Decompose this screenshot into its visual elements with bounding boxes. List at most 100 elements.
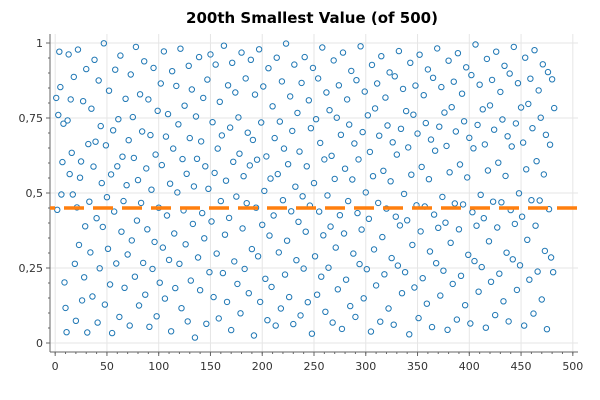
data-point xyxy=(246,162,254,169)
data-point xyxy=(422,119,430,127)
data-point xyxy=(525,100,532,108)
data-point xyxy=(490,126,498,133)
data-point xyxy=(450,78,457,85)
data-point xyxy=(94,319,101,326)
data-point xyxy=(373,80,381,87)
data-point xyxy=(544,68,552,76)
data-point xyxy=(479,106,486,113)
data-point xyxy=(118,228,125,235)
data-point xyxy=(144,226,151,233)
data-point xyxy=(390,321,397,328)
data-point xyxy=(217,197,225,205)
data-point xyxy=(537,114,544,121)
data-point xyxy=(115,116,122,123)
data-point xyxy=(200,94,207,102)
data-point xyxy=(75,241,83,249)
data-point xyxy=(146,323,153,330)
data-point xyxy=(322,308,329,315)
data-point xyxy=(514,80,522,87)
data-point xyxy=(401,269,409,276)
data-point xyxy=(520,322,528,329)
data-point xyxy=(202,163,209,170)
data-point xyxy=(366,148,374,156)
data-point xyxy=(79,98,87,105)
data-point xyxy=(506,70,513,77)
data-point xyxy=(511,220,519,228)
data-point xyxy=(346,121,353,128)
data-point xyxy=(105,87,113,94)
data-point xyxy=(219,269,227,277)
data-point xyxy=(407,59,414,66)
data-point xyxy=(74,46,82,53)
data-point xyxy=(271,134,278,142)
data-point xyxy=(201,235,208,242)
data-point xyxy=(349,176,356,183)
data-point xyxy=(530,310,537,317)
data-point xyxy=(415,314,422,322)
data-point xyxy=(439,193,446,201)
data-point xyxy=(104,245,112,253)
data-point xyxy=(426,248,434,255)
data-point xyxy=(485,238,493,245)
data-point xyxy=(376,132,383,139)
data-point xyxy=(486,102,494,109)
data-point xyxy=(473,222,480,229)
data-point xyxy=(420,92,427,99)
data-point xyxy=(386,69,393,76)
data-point xyxy=(399,85,407,93)
data-point xyxy=(297,312,304,319)
data-point xyxy=(77,158,85,165)
data-point xyxy=(218,132,226,139)
data-points xyxy=(53,40,558,341)
data-point xyxy=(427,136,435,143)
data-point xyxy=(519,139,527,146)
data-point xyxy=(371,105,379,112)
data-point xyxy=(148,186,155,193)
data-point xyxy=(467,320,474,327)
data-point xyxy=(332,244,339,251)
x-tick-label: 100 xyxy=(148,360,169,373)
data-point xyxy=(61,279,68,286)
data-point xyxy=(378,53,385,60)
data-point xyxy=(97,122,104,130)
x-tick-label: 250 xyxy=(304,360,325,373)
data-point xyxy=(393,151,401,158)
data-point xyxy=(515,190,523,197)
data-point xyxy=(474,121,481,129)
data-point xyxy=(465,251,472,259)
data-point xyxy=(58,191,65,198)
data-point xyxy=(362,189,369,196)
data-point xyxy=(89,293,96,300)
data-point xyxy=(459,201,467,208)
data-point xyxy=(235,114,242,121)
data-point xyxy=(303,163,310,170)
data-point xyxy=(191,334,199,341)
data-point xyxy=(185,62,192,70)
data-point xyxy=(425,176,433,183)
data-point xyxy=(381,271,388,278)
data-point xyxy=(318,273,325,280)
data-point xyxy=(231,258,238,265)
data-point xyxy=(296,148,303,155)
data-point xyxy=(55,111,62,119)
data-point xyxy=(236,150,243,157)
data-point xyxy=(325,264,332,271)
x-tick-label: 200 xyxy=(252,360,273,373)
data-point xyxy=(263,153,270,160)
data-point xyxy=(290,320,297,328)
data-point xyxy=(128,237,135,244)
data-point xyxy=(80,274,88,281)
data-point xyxy=(53,94,60,102)
data-point xyxy=(76,174,84,181)
data-point xyxy=(384,122,391,129)
data-point xyxy=(429,74,437,82)
data-point xyxy=(189,220,197,228)
data-point xyxy=(109,127,117,134)
data-point xyxy=(220,42,228,49)
data-point xyxy=(288,208,295,215)
data-point xyxy=(210,293,217,301)
data-point xyxy=(471,257,478,265)
data-point xyxy=(484,167,492,174)
data-point xyxy=(442,219,449,226)
data-point xyxy=(197,138,205,145)
